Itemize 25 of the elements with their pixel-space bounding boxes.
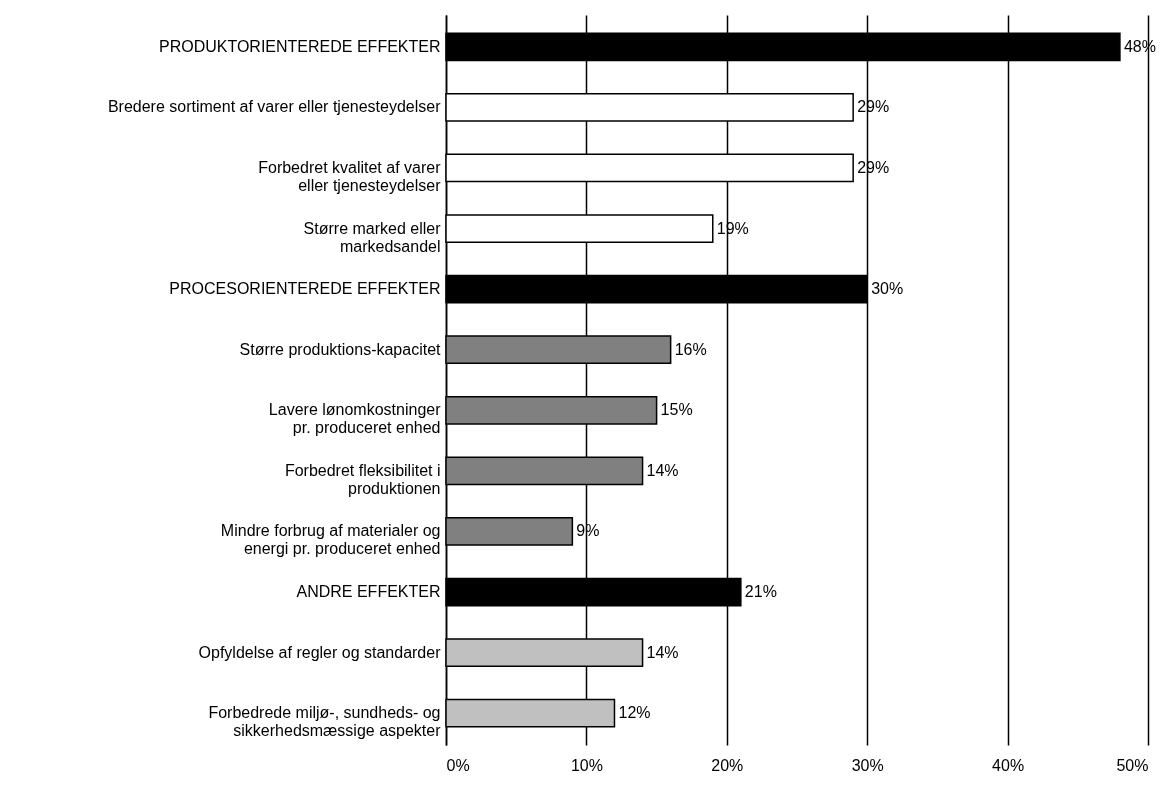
y-tick-label: Bredere sortiment af varer eller tjenesteydelser: [107, 98, 442, 116]
x-tick-label: 20%: [711, 756, 744, 774]
y-tick-label: Mindre forbrug af materialer og energi pr. produceret enhed: [220, 522, 441, 558]
y-tick-label: ANDRE EFFEKTER: [296, 583, 441, 601]
x-tick-label: 30%: [851, 756, 884, 774]
y-tick-label: Større marked eller markedsandel: [303, 219, 442, 255]
x-tick-label: 50%: [1116, 756, 1149, 774]
data-label: 21%: [744, 583, 777, 601]
x-tick-label: 40%: [992, 756, 1025, 774]
y-tick-label: PRODUKTORIENTEREDE EFFEKTER: [158, 37, 441, 55]
data-label: 30%: [871, 280, 904, 298]
y-tick-label: Forbedret fleksibilitet i produktionen: [284, 461, 441, 497]
data-label: 16%: [674, 340, 707, 358]
y-tick-label: Forbedret kvalitet af varer eller tjenesteydelser: [258, 158, 442, 194]
y-tick-label: PROCESORIENTEREDE EFFEKTER: [169, 280, 441, 298]
x-tick-label: 10%: [570, 756, 603, 774]
data-label: 14%: [646, 461, 679, 479]
data-label: 15%: [660, 401, 693, 419]
data-label: 12%: [618, 704, 651, 722]
y-tick-label: Større produktions-kapacitet: [239, 340, 442, 358]
x-tick-label: 0%: [446, 756, 470, 774]
data-label: 14%: [646, 643, 679, 661]
y-tick-label: Opfyldelse af regler og standarder: [198, 643, 442, 661]
y-tick-label: Forbedrede miljø-, sundheds- og sikkerhedsmæssige aspekter: [208, 704, 442, 740]
y-tick-label: Lavere lønomkostninger pr. produceret enhed: [268, 401, 442, 437]
